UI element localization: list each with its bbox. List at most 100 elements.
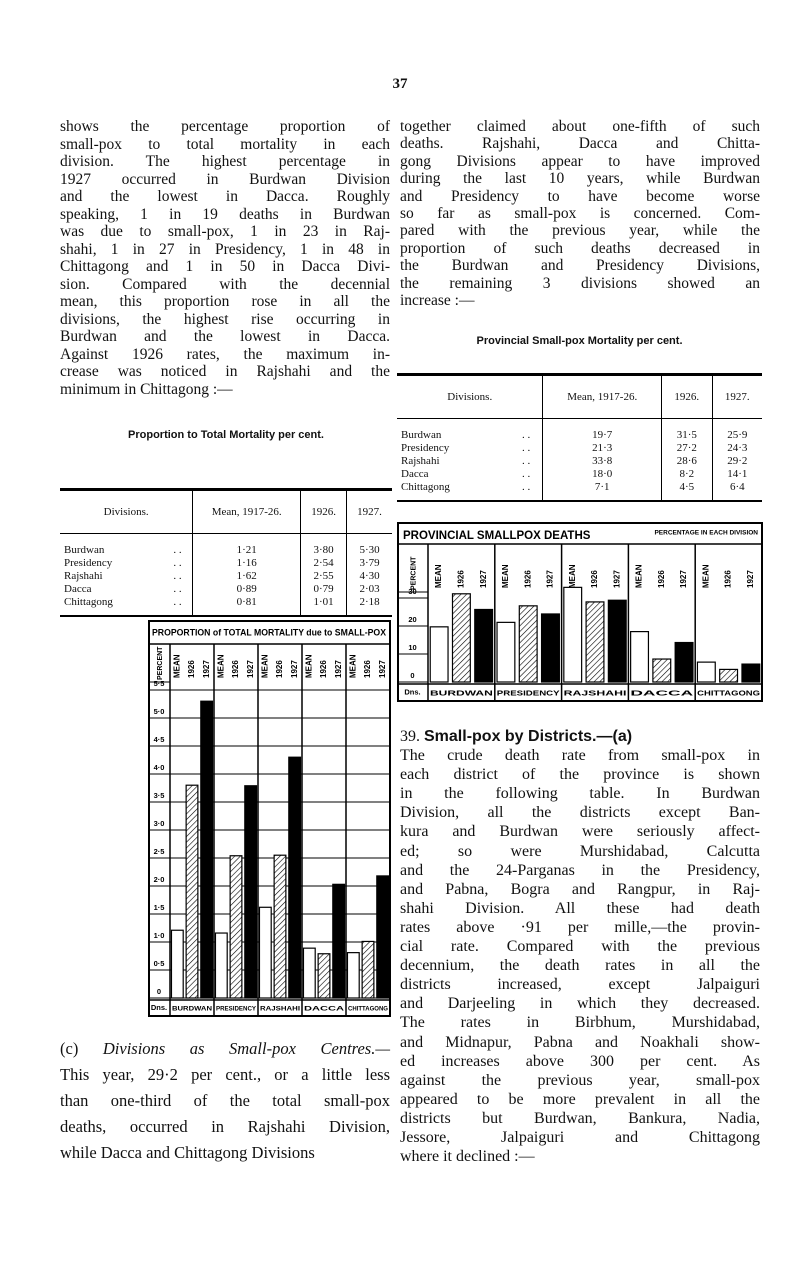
table-cell: 25·9 (711, 418, 762, 442)
legend-label: 1926 (657, 570, 666, 588)
legend-label: 1926 (363, 660, 372, 678)
bar (273, 854, 287, 999)
section-label: 39. (400, 728, 420, 745)
column-header: Mean, 1917-26. (542, 374, 662, 419)
column-header: 1927. (711, 374, 762, 419)
bar (317, 953, 331, 999)
text-line: rates above ·91 per mille,—the provin- (400, 918, 760, 936)
paragraph: together claimed about one-fifth of such… (400, 118, 760, 309)
table-cell: 1·01 (300, 596, 347, 616)
leader-dots: . . (522, 481, 531, 493)
bar (429, 626, 449, 683)
bar (696, 661, 716, 683)
text-line: districts increased, except Jalpaiguri (400, 976, 760, 994)
text-line: pared with the previous year, while the (400, 222, 760, 240)
bar (518, 605, 538, 683)
legend-label: 1927 (334, 660, 343, 678)
bar (332, 883, 346, 999)
bar (200, 700, 214, 999)
text-line: against the previous year, small-pox (400, 1071, 760, 1089)
column-header: Divisions. (60, 489, 193, 534)
y-axis-label: PERCENT (157, 646, 164, 680)
text-line: speaking, 1 in 19 deaths in Burdwan (60, 205, 390, 223)
section: (c) Divisions as Small-pox Centres.— Thi… (60, 1036, 390, 1166)
text-line: ed increases above 300 per cent. As (400, 1052, 760, 1070)
y-tick-label: 10 (408, 643, 416, 652)
text-line: sion. Compared with the decennial (60, 275, 390, 293)
text-line: was due to small-pox, 1 in 23 in Raj- (60, 223, 390, 240)
chart: PROPORTION of TOTAL MORTALITY due to SMA… (148, 620, 391, 1017)
y-tick-label: 4·0 (154, 763, 165, 772)
bar (258, 906, 272, 999)
bar (361, 940, 375, 999)
text-line: increase :— (400, 292, 475, 310)
legend-label: 1927 (246, 660, 255, 678)
table-cell: 3·79 (346, 557, 392, 570)
section-heading: (c) Divisions as Small-pox Centres.— (60, 1036, 390, 1062)
legend-label: MEAN (216, 654, 225, 678)
y-tick-label: 2·5 (154, 847, 165, 856)
y-tick-label: 0 (410, 671, 414, 680)
table: Divisions. Mean, 1917-26. 1926. 1927. Burdwa… (60, 488, 392, 617)
text-line: districts but Burdwan, Bankura, Nadia, (400, 1109, 760, 1127)
y-tick-label: 30 (408, 587, 416, 596)
table-cell: 0·89 (192, 583, 301, 596)
chart-frame (397, 522, 763, 702)
section-title: Divisions as Small-pox Centres.— (102, 1039, 390, 1058)
column-header: Divisions. (397, 374, 543, 419)
column-header: 1926. (660, 374, 713, 419)
table-cell: 2·54 (300, 557, 347, 570)
legend-label: MEAN (434, 564, 443, 588)
text-line: in the following table. In Burdwan (400, 785, 760, 803)
section: 39. Small-pox by Districts.—(a) The crud… (400, 727, 760, 1166)
y-tick-label: 0 (157, 987, 161, 996)
bar (674, 641, 694, 683)
bar (346, 952, 360, 999)
chart-title: PROPORTION of TOTAL MORTALITY due to SMA… (152, 628, 387, 639)
text-line: shahi Division. All these had death (400, 899, 760, 917)
section-label: (c) (60, 1039, 79, 1058)
table-row: Presidency . . 1·16 2·54 3·79 (60, 557, 392, 570)
bar (630, 630, 650, 683)
table-cell: 24·3 (711, 442, 762, 455)
text-line: together claimed about one-fifth of such (400, 118, 760, 135)
paragraph: This year, 29·2 per cent., or a little l… (60, 1062, 390, 1166)
y-tick-label: 1·5 (154, 903, 165, 912)
bar (376, 875, 390, 999)
text-line: minimum in Chittagong :— (60, 380, 233, 398)
x-tick-label: DACCA (630, 688, 694, 697)
text-line: small-pox to total mortality in each (60, 135, 390, 153)
text-line: and the 24-Parganas in the Presidency, (400, 861, 760, 879)
column-header: 1926. (300, 489, 347, 534)
text-line: the Burdwan and Presidency Divisions, (400, 257, 760, 275)
bar (229, 855, 243, 999)
text-line: divisions, the highest rise occurring in (60, 310, 390, 328)
text-line: This year, 29·2 per cent., or a little l… (60, 1065, 390, 1084)
table-cell: 4·5 (660, 481, 713, 501)
legend-label: 1926 (275, 660, 284, 678)
y-tick-label: 0·5 (154, 959, 165, 968)
legend-label: 1926 (523, 570, 532, 588)
text-line: shahi, 1 in 27 in Presidency, 1 in 48 in (60, 240, 390, 258)
text-line: cial rate. Compared with the previous (400, 938, 760, 956)
table-row: Chittagong . . 7·1 4·5 6·4 (397, 481, 762, 501)
text-line: mean, this proportion rose in all the (60, 293, 390, 310)
legend-label: 1927 (546, 570, 555, 588)
text-line: and the lowest in Dacca. Roughly (60, 188, 390, 205)
legend-label: 1927 (679, 570, 688, 588)
table-cell: 1·62 (192, 570, 301, 583)
row-header: Rajshahi (64, 570, 103, 582)
table-cell: 1·16 (192, 557, 301, 570)
legend-label: 1927 (612, 570, 621, 588)
text-line: deaths. Rajshahi, Dacca and Chitta- (400, 135, 760, 153)
leader-dots: . . (173, 570, 182, 582)
table-cell: 28·6 (660, 455, 713, 468)
section-heading: 39. Small-pox by Districts.—(a) (400, 727, 760, 746)
bar (585, 601, 605, 683)
leader-dots: . . (522, 442, 531, 454)
text-line: Division, all the districts except Ban- (400, 804, 760, 822)
legend-label: 1926 (187, 660, 196, 678)
x-tick-label: PRESIDENCY (497, 688, 560, 697)
legend-label: MEAN (635, 564, 644, 588)
row-header: Rajshahi (401, 455, 440, 467)
